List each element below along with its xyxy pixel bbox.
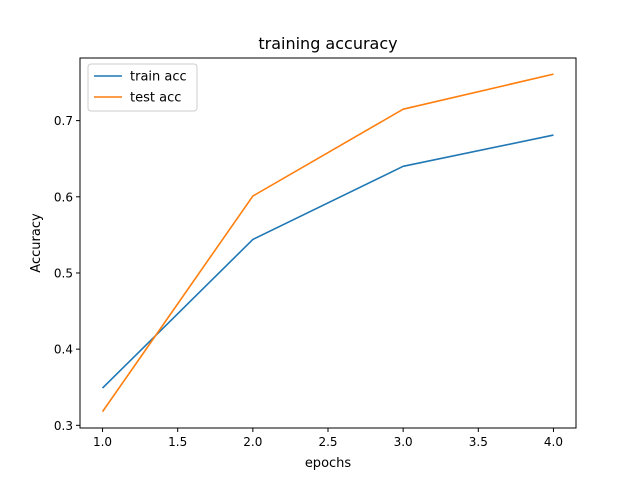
y-axis-ticks: 0.3 0.4 0.5 0.6 0.7: [54, 114, 80, 433]
plot-area-frame: [79, 57, 577, 429]
x-tick-label: 3.5: [469, 435, 488, 449]
y-tick-label: 0.5: [54, 266, 73, 280]
x-tick-label: 2.0: [243, 435, 262, 449]
chart-title: training accuracy: [258, 34, 397, 53]
y-tick-label: 0.7: [54, 114, 73, 128]
x-tick-label: 2.5: [318, 435, 337, 449]
x-tick-label: 4.0: [544, 435, 563, 449]
legend-label-train-acc: train acc: [130, 70, 187, 85]
series-line-test-acc: [101, 73, 554, 413]
legend-label-test-acc: test acc: [130, 91, 181, 106]
x-tick-label: 1.5: [168, 435, 187, 449]
x-axis-label: epochs: [305, 456, 352, 471]
legend: train acc test acc: [87, 63, 198, 112]
y-axis-label: Accuracy: [29, 213, 44, 273]
x-tick-label: 3.0: [394, 435, 413, 449]
x-axis-ticks: 1.0 1.5 2.0 2.5 3.0 3.5 4.0: [93, 428, 563, 449]
series-lines: [101, 73, 554, 413]
y-tick-label: 0.6: [54, 190, 73, 204]
series-line-train-acc: [101, 134, 554, 389]
x-tick-label: 1.0: [93, 435, 112, 449]
y-tick-label: 0.4: [54, 343, 73, 357]
y-tick-label: 0.3: [54, 419, 73, 433]
